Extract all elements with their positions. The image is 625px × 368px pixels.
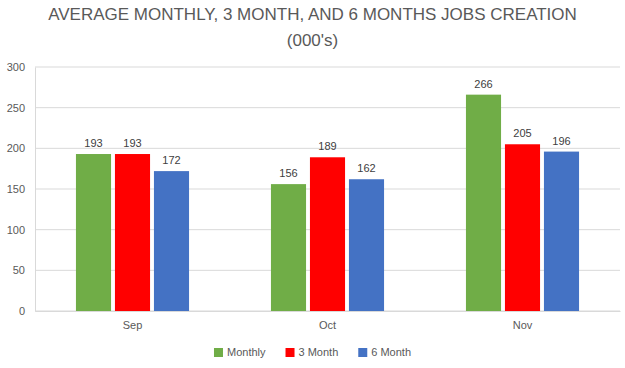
x-axis-line [36, 311, 621, 312]
legend-item: 3 Month [286, 346, 339, 358]
x-tick: Sep [123, 311, 143, 331]
x-tick: Nov [513, 311, 533, 331]
x-tick: Oct [319, 311, 336, 331]
y-tick: 300 [7, 61, 35, 73]
data-label: 193 [123, 137, 141, 149]
series [115, 144, 540, 311]
y-tick: 150 [7, 183, 35, 195]
data-label: 193 [84, 137, 102, 149]
data-label: 162 [357, 162, 375, 174]
grid-line [35, 67, 620, 68]
y-tick-label: 50 [13, 264, 25, 276]
x-axis: Sep Oct Nov [36, 311, 621, 331]
bar [349, 179, 384, 311]
bar [310, 157, 345, 311]
y-tick-label: 0 [19, 305, 25, 317]
y-tick: 100 [7, 224, 35, 236]
legend-item: Monthly [214, 346, 266, 358]
series [76, 95, 501, 311]
legend-label: 3 Month [299, 346, 339, 358]
data-label: 172 [162, 154, 180, 166]
plot: 0501001502002503001931562661931892051721… [7, 61, 621, 331]
data-labels: 193 156 266 193 189 205 172 162 196 [84, 78, 570, 179]
grid [35, 67, 620, 311]
title: AVERAGE MONTHLY, 3 MONTH, AND 6 MONTHS J… [48, 5, 577, 24]
legend: Monthly 3 Month 6 Month [214, 346, 411, 358]
series [154, 152, 579, 311]
y-tick-label: 250 [7, 102, 25, 114]
chart: AVERAGE MONTHLY, 3 MONTH, AND 6 MONTHS J… [0, 0, 625, 368]
bar [544, 152, 579, 311]
legend-label: Monthly [227, 346, 266, 358]
y-tick-label: 100 [7, 224, 25, 236]
y-tick: 50 [13, 264, 35, 276]
x-tick-label: Sep [123, 319, 143, 331]
x-tick-label: Nov [513, 319, 533, 331]
bars [76, 95, 579, 311]
data-label: 189 [318, 140, 336, 152]
bar [76, 154, 111, 311]
legend-swatch [214, 348, 223, 357]
y-tick-label: 150 [7, 183, 25, 195]
y-tick: 250 [7, 102, 35, 114]
data-label: 196 [552, 135, 570, 147]
bar [466, 95, 501, 311]
y-axis: 0 50 100 150 200 250 300 [7, 61, 36, 317]
bar [271, 184, 306, 311]
y-tick-label: 200 [7, 142, 25, 154]
y-tick: 200 [7, 142, 35, 154]
legend-swatch [286, 348, 295, 357]
grid-line [35, 107, 620, 108]
legend-swatch [358, 348, 367, 357]
legend-label: 6 Month [371, 346, 411, 358]
bar [154, 171, 189, 311]
data-label: 266 [474, 78, 492, 90]
subtitle: (000's) [287, 31, 338, 50]
bar [505, 144, 540, 311]
bar [115, 154, 150, 311]
legend-item: 6 Month [358, 346, 411, 358]
x-tick-label: Oct [319, 319, 336, 331]
y-tick-label: 300 [7, 61, 25, 73]
y-tick: 0 [19, 305, 35, 317]
data-label: 156 [279, 167, 297, 179]
data-label: 205 [513, 127, 531, 139]
y-axis-line [35, 68, 36, 312]
